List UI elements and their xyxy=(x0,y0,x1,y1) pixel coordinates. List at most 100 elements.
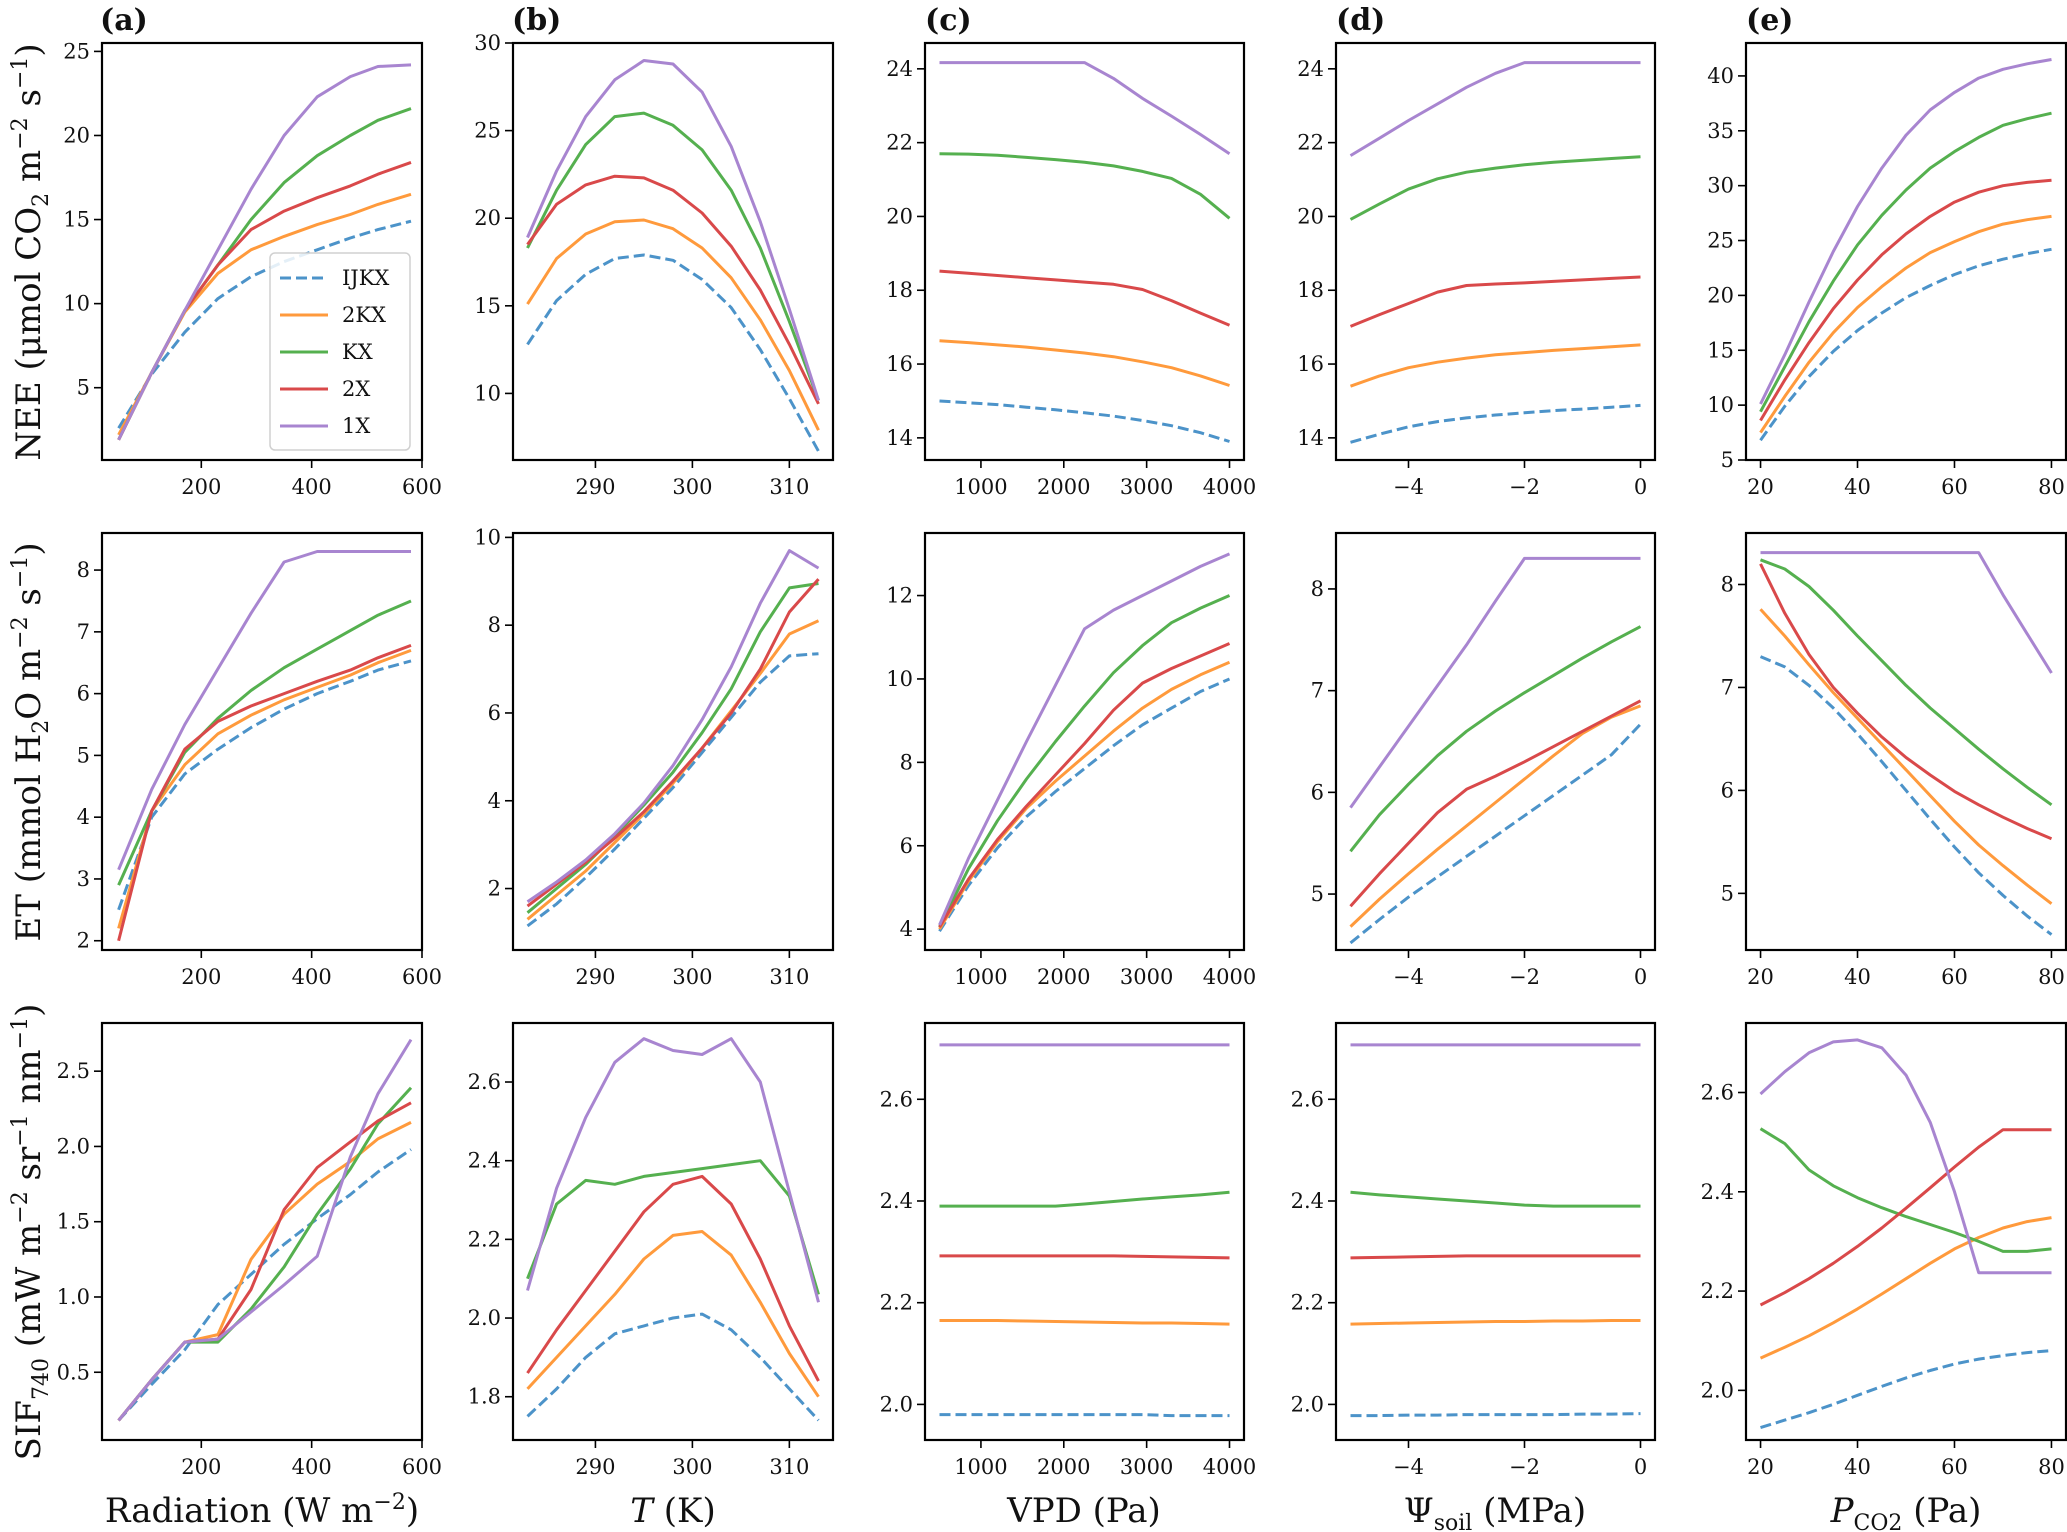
series-line-ijkx xyxy=(1759,655,2053,936)
y-tick-label: 16 xyxy=(1297,352,1324,376)
x-tick-label: 0 xyxy=(1634,1455,1647,1479)
x-tick-label: 200 xyxy=(181,475,221,499)
series-line-2kx xyxy=(938,660,1231,930)
series-line-2x xyxy=(1759,178,2052,422)
panel-label-c: (c) xyxy=(925,3,972,38)
panel-label-d: (d) xyxy=(1336,3,1385,38)
x-tick-label: 600 xyxy=(402,475,442,499)
series-line-2x xyxy=(938,642,1231,928)
x-tick-label: 20 xyxy=(1747,1455,1774,1479)
panel-label-a: (a) xyxy=(100,3,148,38)
axes-frame xyxy=(511,41,835,462)
x-tick-label: 310 xyxy=(769,965,809,989)
x-axis-labels-group: Radiation (W m−2) T (K) VPD (Pa) Ψsoil (… xyxy=(105,1490,1981,1532)
x-tick-label: 200 xyxy=(181,965,221,989)
series-line-kx xyxy=(526,1159,820,1295)
series-line-kx xyxy=(938,594,1231,928)
x-tick-label: 40 xyxy=(1844,475,1871,499)
series-line-2x xyxy=(1349,699,1642,908)
x-axis-label-radiation: Radiation (W m−2) xyxy=(105,1490,419,1531)
y-tick-label: 35 xyxy=(1707,119,1734,143)
series-line-1x xyxy=(938,552,1231,926)
x-tick-label: −4 xyxy=(1393,475,1424,499)
series-line-1x xyxy=(117,1038,413,1422)
series-line-kx xyxy=(526,111,820,401)
y-tick-label: 24 xyxy=(886,57,913,81)
series-line-kx xyxy=(1349,625,1642,853)
y-tick-label: 6 xyxy=(77,682,90,706)
panel-r1-c0: 200 400 600 2 3 4 5 6 7 8 xyxy=(77,531,442,989)
y-tick-label: 8 xyxy=(77,558,90,582)
x-tick-label: 4000 xyxy=(1203,1455,1256,1479)
y-tick-label: 10 xyxy=(886,667,913,691)
y-tick-label: 14 xyxy=(1297,426,1324,450)
axes-frame xyxy=(1334,1021,1657,1442)
panel-r1-c1: 290 300 310 2 4 6 8 10 xyxy=(474,525,835,989)
series-line-ijkx xyxy=(117,659,412,911)
series-line-ijkx xyxy=(526,652,819,928)
x-tick-label: 80 xyxy=(2038,475,2065,499)
series-line-2kx xyxy=(1350,1319,1641,1326)
y-tick-label: 7 xyxy=(1311,679,1324,703)
y-tick-label: 22 xyxy=(886,131,913,155)
series-line-2kx xyxy=(1759,1216,2052,1360)
axes-frame xyxy=(100,41,424,462)
series-line-2kx xyxy=(1759,608,2053,905)
x-tick-label: 1000 xyxy=(954,965,1007,989)
legend-label-1x: 1X xyxy=(342,414,370,438)
y-tick-label: 2.0 xyxy=(57,1134,90,1158)
axes-frame xyxy=(923,531,1246,952)
y-tick-label: 10 xyxy=(474,381,501,405)
x-tick-label: 0 xyxy=(1634,475,1647,499)
x-tick-label: 600 xyxy=(402,965,442,989)
y-tick-label: 16 xyxy=(886,352,913,376)
y-tick-label: 5 xyxy=(1721,448,1734,472)
panel-r0-c0: 200 400 600 5 10 15 20 25 xyxy=(63,39,442,499)
y-tick-label: 5 xyxy=(77,376,90,400)
panel-r0-c4: 20 40 60 80 5 10 15 20 25 30 35 40 xyxy=(1707,41,2067,499)
x-tick-label: 20 xyxy=(1747,475,1774,499)
series-line-kx xyxy=(939,152,1231,220)
axes-frame xyxy=(1334,531,1657,952)
x-tick-label: 4000 xyxy=(1203,475,1256,499)
series-line-2kx xyxy=(1349,343,1641,388)
y-tick-label: 24 xyxy=(1297,57,1324,81)
y-tick-label: 15 xyxy=(1707,338,1734,362)
y-tick-label: 2.4 xyxy=(468,1149,501,1173)
y-tick-label: 25 xyxy=(63,39,90,63)
series-line-ijkx xyxy=(1350,403,1641,444)
series-line-2kx xyxy=(939,1319,1230,1326)
y-tick-label: 6 xyxy=(488,701,501,725)
y-tick-label: 8 xyxy=(488,613,501,637)
series-line-2x xyxy=(1759,563,2053,841)
x-tick-label: 2000 xyxy=(1037,965,1090,989)
y-tick-label: 2 xyxy=(77,929,90,953)
y-tick-label: 2.0 xyxy=(880,1392,913,1416)
x-tick-label: −2 xyxy=(1509,965,1540,989)
series-line-2x xyxy=(117,643,412,942)
series-line-ijkx xyxy=(526,253,820,452)
series-line-1x xyxy=(117,550,411,871)
x-tick-label: 60 xyxy=(1941,965,1968,989)
series-line-2kx xyxy=(526,218,820,431)
column-labels-group: (a) (b) (c) (d) (e) xyxy=(100,3,1793,38)
y-tick-label: 8 xyxy=(900,750,913,774)
y-tick-label: 20 xyxy=(1297,204,1324,228)
x-tick-label: 4000 xyxy=(1203,965,1256,989)
axes-frame xyxy=(1744,41,2067,462)
legend-label-2kx: 2KX xyxy=(342,303,386,327)
x-tick-label: 80 xyxy=(2038,1455,2065,1479)
y-tick-label: 18 xyxy=(886,278,913,302)
y-tick-label: 2.0 xyxy=(468,1306,501,1330)
panel-r0-c1: 290 300 310 10 15 20 25 30 xyxy=(474,31,835,499)
x-tick-label: 310 xyxy=(769,475,809,499)
series-line-2x xyxy=(1759,1128,2052,1307)
y-tick-label: 8 xyxy=(1721,572,1734,596)
x-tick-label: 290 xyxy=(575,1455,615,1479)
x-tick-label: 400 xyxy=(292,475,332,499)
series-line-ijkx xyxy=(117,1148,412,1422)
y-tick-label: 4 xyxy=(77,805,90,829)
series-line-2kx xyxy=(526,619,820,921)
y-tick-label: 14 xyxy=(886,426,913,450)
series-line-kx xyxy=(1759,558,2053,807)
